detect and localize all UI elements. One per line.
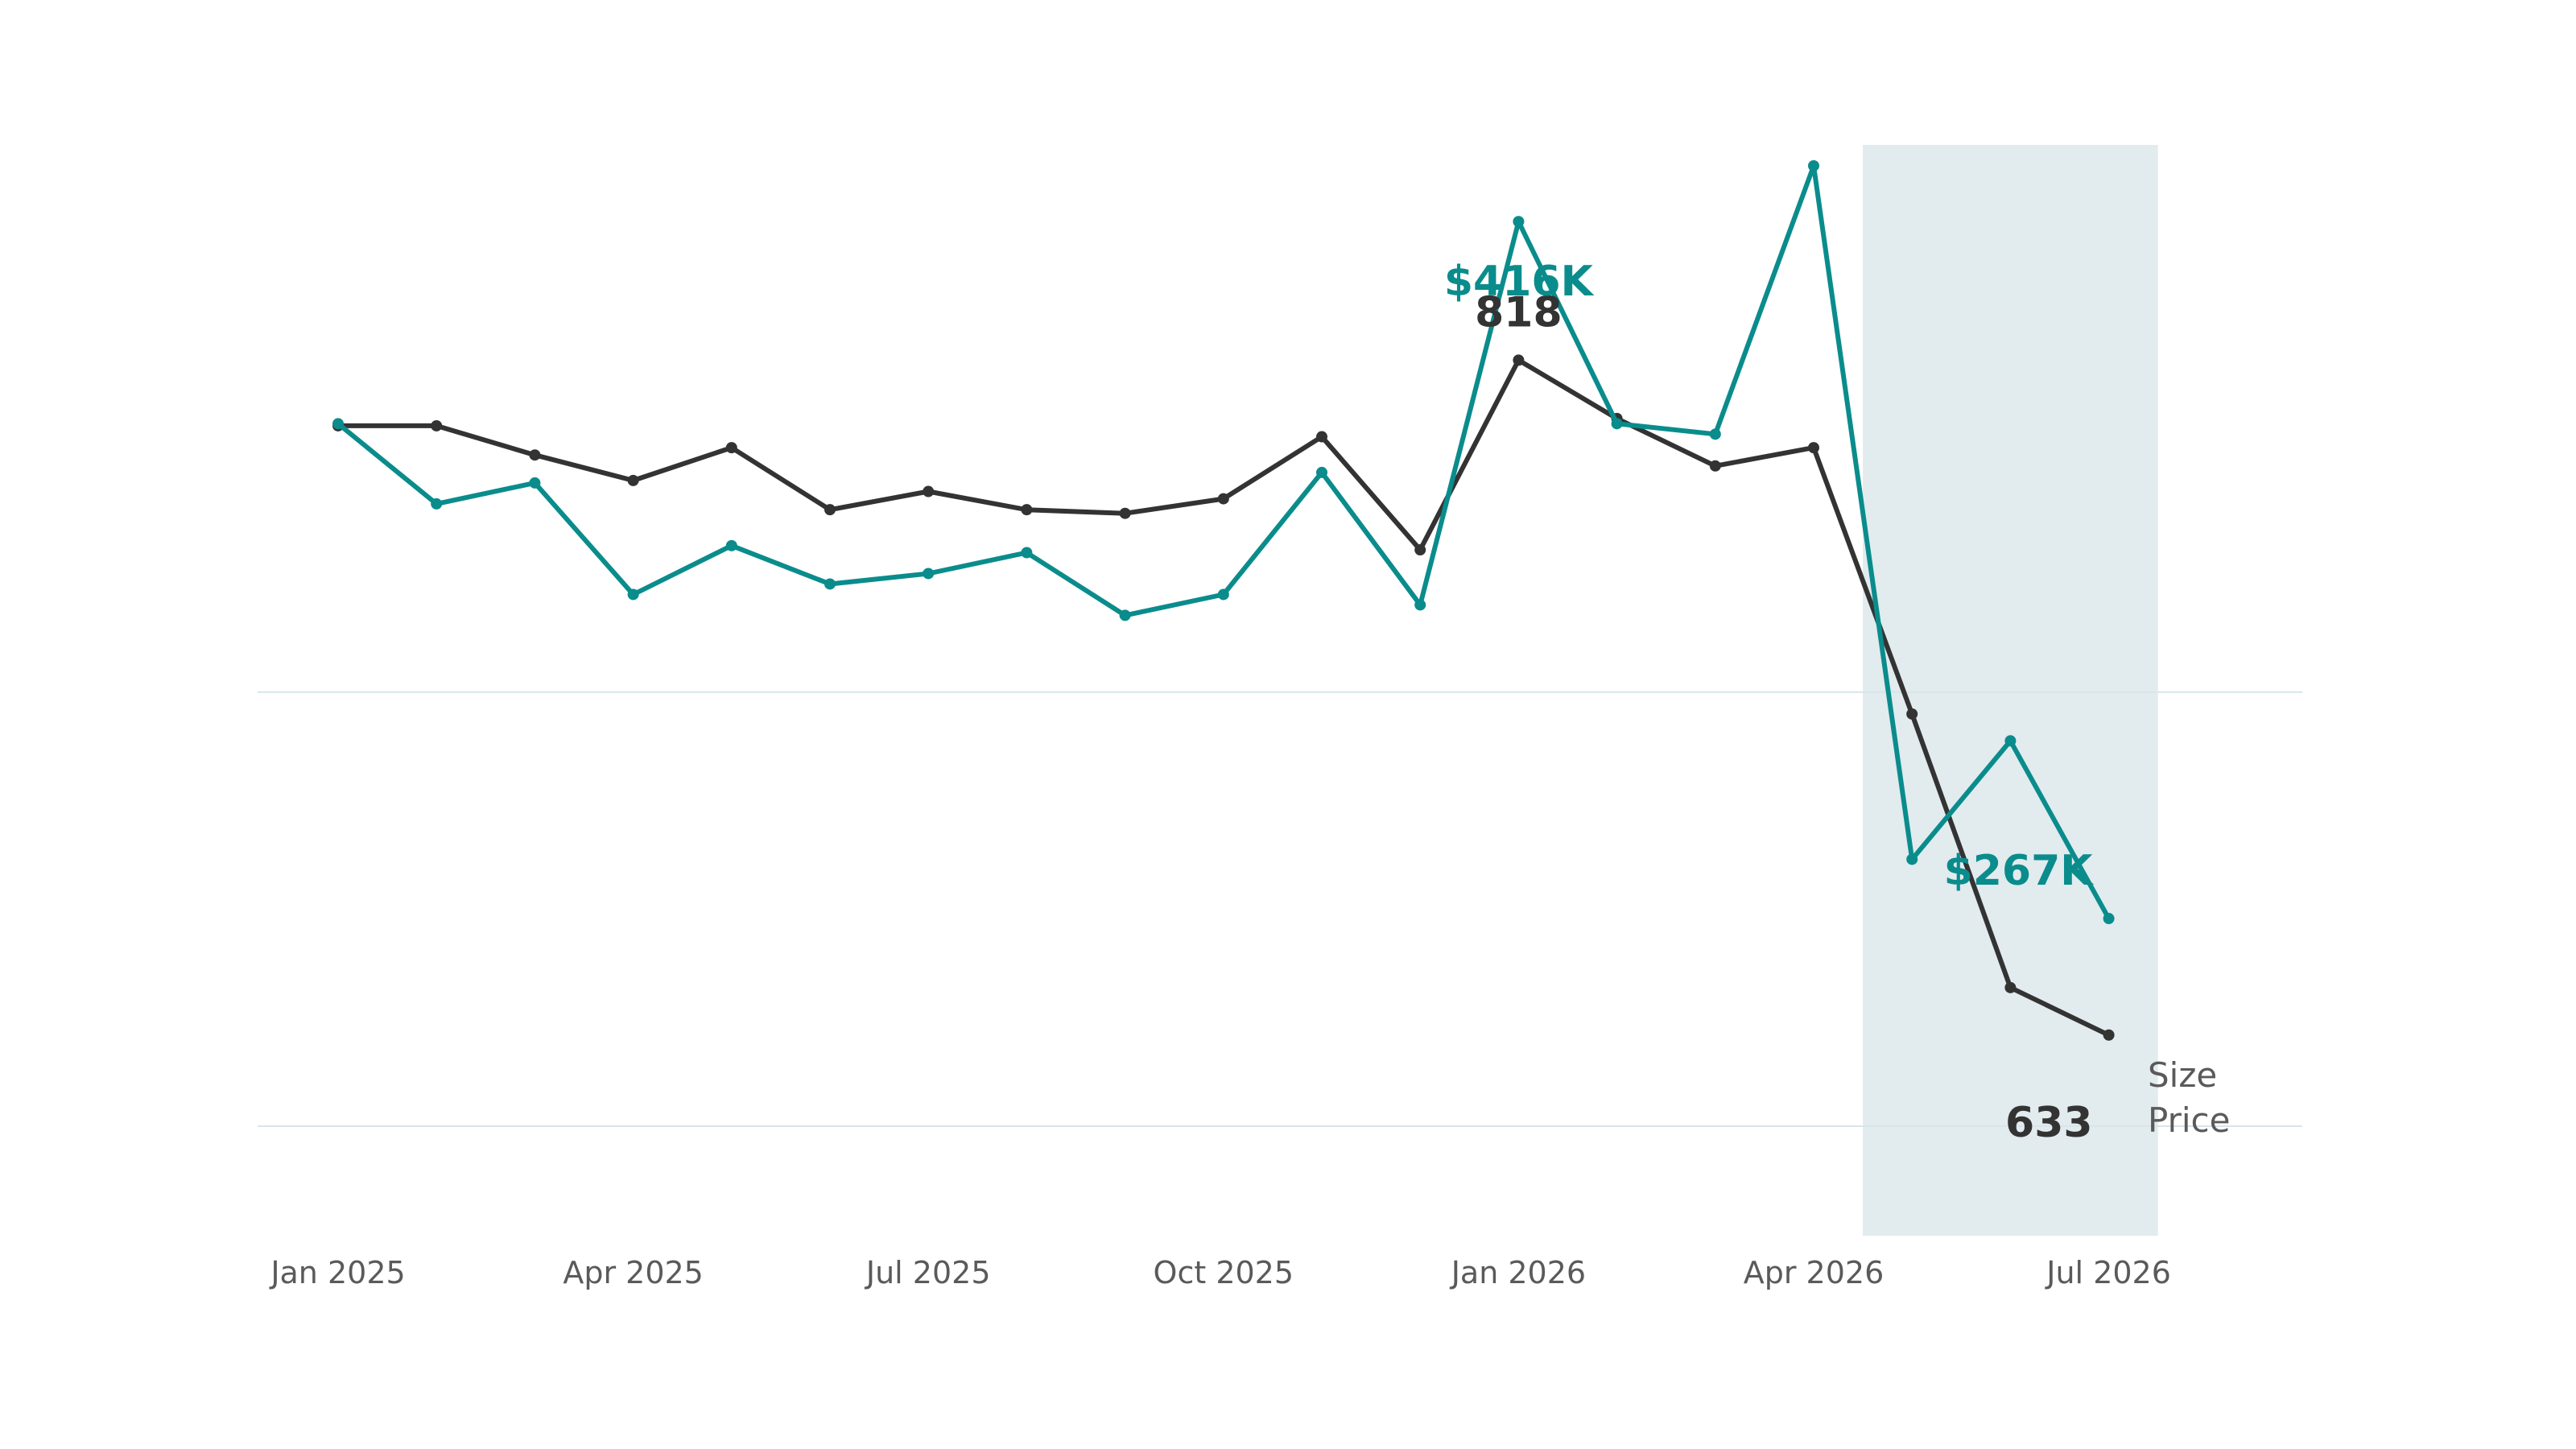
data-point-size — [824, 504, 836, 516]
data-point-size — [725, 442, 737, 454]
series-line-price — [336, 163, 2112, 922]
x-tick-label: Oct 2025 — [1154, 1255, 1294, 1290]
data-point-size — [2103, 1029, 2115, 1041]
data-point-size — [1119, 507, 1131, 519]
data-point-price — [1316, 466, 1327, 478]
data-point-price — [1217, 588, 1229, 601]
end-legend: Size Price — [2148, 1055, 2230, 1140]
data-point-size — [627, 474, 639, 486]
data-point-price — [1021, 547, 1033, 559]
forecast-highlight-band — [1863, 145, 2158, 1236]
x-tick-label: Jan 2025 — [269, 1255, 405, 1290]
series-size — [332, 354, 2115, 1041]
data-point-price — [529, 477, 541, 489]
data-point-size — [1906, 708, 1918, 720]
data-point-price — [1119, 609, 1131, 621]
data-point-size — [1217, 493, 1229, 505]
callout-size: 818 — [1475, 288, 1563, 336]
data-point-price — [1709, 428, 1721, 440]
callout-size: 633 — [2005, 1099, 2093, 1147]
x-axis-tick-labels: Jan 2025 Apr 2025 Jul 2025 Oct 2025 Jan 2026… — [269, 1255, 2171, 1290]
data-point-size — [2004, 981, 2017, 993]
data-point-price — [824, 578, 836, 590]
data-point-size — [431, 419, 443, 431]
data-point-size — [1021, 504, 1033, 516]
gridlines — [258, 691, 2302, 1128]
data-point-size — [529, 449, 541, 461]
data-point-price — [1513, 216, 1525, 228]
data-point-price — [627, 588, 639, 601]
data-point-price — [332, 418, 344, 430]
data-point-price — [923, 568, 935, 580]
data-point-price — [1808, 159, 1819, 171]
x-tick-label: Jul 2025 — [865, 1255, 991, 1290]
series-line-size — [336, 357, 2112, 1038]
series-price — [332, 159, 2115, 925]
data-point-price — [1611, 418, 1623, 430]
data-point-price — [1414, 599, 1426, 611]
data-point-size — [923, 485, 935, 497]
data-point-price — [1906, 853, 1918, 865]
data-point-size — [1709, 460, 1721, 472]
data-point-price — [2004, 735, 2017, 747]
x-tick-label: Apr 2025 — [563, 1255, 704, 1290]
data-point-price — [431, 497, 443, 510]
x-tick-label: Jul 2026 — [2045, 1255, 2171, 1290]
data-point-size — [1513, 354, 1525, 366]
series-layer — [332, 159, 2115, 1041]
legend-label-size: Size — [2148, 1055, 2217, 1095]
x-tick-label: Apr 2026 — [1744, 1255, 1885, 1290]
data-point-size — [1808, 442, 1819, 454]
callout-labels: 818$416K $267K 633 — [1444, 258, 2094, 1147]
data-point-price — [725, 539, 737, 551]
data-point-size — [1414, 544, 1426, 556]
callout-price: $267K — [1944, 847, 2095, 895]
callout-price: $416K — [1444, 258, 1595, 306]
x-tick-label: Jan 2026 — [1450, 1255, 1586, 1290]
data-point-size — [1316, 431, 1327, 443]
legend-label-price: Price — [2148, 1100, 2230, 1140]
data-point-price — [2103, 913, 2115, 925]
